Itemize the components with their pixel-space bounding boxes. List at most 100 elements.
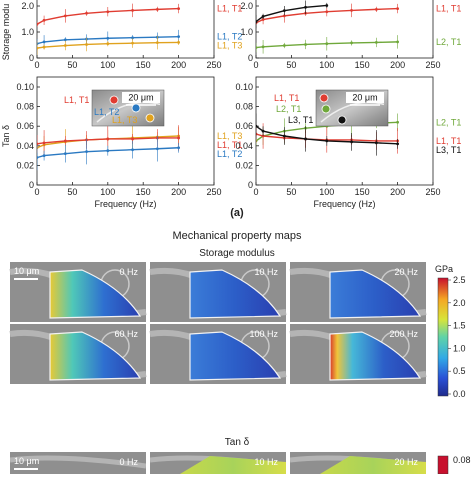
data-point bbox=[261, 18, 265, 21]
data-point bbox=[106, 36, 110, 40]
data-point bbox=[396, 7, 399, 10]
series-l1-t3 bbox=[37, 35, 181, 55]
data-point bbox=[131, 41, 134, 45]
y-tick-label: 0.02 bbox=[235, 160, 253, 170]
map-outline bbox=[49, 331, 142, 381]
data-point bbox=[37, 146, 39, 150]
inset-marker-label: L1, T1 bbox=[274, 93, 299, 103]
data-point bbox=[256, 124, 258, 128]
frequency-label: 20 Hz bbox=[394, 457, 418, 467]
data-point bbox=[350, 41, 353, 45]
x-tick-label: 150 bbox=[355, 60, 370, 70]
data-point bbox=[325, 139, 329, 143]
scale-bar-label: 20 μm bbox=[128, 93, 153, 103]
data-point bbox=[37, 46, 39, 50]
data-point bbox=[37, 142, 39, 146]
data-point bbox=[85, 43, 88, 46]
y-tick-label: 2.0 bbox=[21, 1, 34, 11]
colorbar-tick-label: 1.0 bbox=[453, 343, 466, 353]
inset-marker-label: L1, T3 bbox=[112, 115, 137, 125]
map-outline bbox=[189, 269, 282, 319]
y-tick-label: 0.02 bbox=[16, 160, 34, 170]
data-point bbox=[131, 9, 134, 12]
x-tick-label: 250 bbox=[425, 60, 440, 70]
y-axis-label: Storage modu bbox=[1, 4, 11, 61]
chart-3: 0 50 100 150 200 250 0 0.02 0.04 0.06 0.08 0.10 Tan … bbox=[1, 76, 242, 209]
scale-bar-label: 10 μm bbox=[14, 266, 39, 276]
data-point bbox=[396, 142, 399, 146]
data-point bbox=[131, 137, 134, 141]
x-tick-label: 0 bbox=[34, 187, 39, 197]
map-outline bbox=[49, 269, 142, 319]
inset-marker-label: L1, T2 bbox=[94, 107, 119, 117]
series-label: L2, T1 bbox=[436, 117, 461, 127]
y-tick-label: 0.04 bbox=[235, 141, 253, 151]
series-label: L1, T1 bbox=[217, 4, 242, 14]
data-point bbox=[155, 41, 159, 45]
inset-marker bbox=[145, 113, 155, 123]
y-tick-label: 2.0 bbox=[240, 1, 253, 11]
series-label: L2, T1 bbox=[436, 37, 461, 47]
map-region bbox=[190, 270, 280, 318]
x-tick-label: 0 bbox=[253, 187, 258, 197]
data-point bbox=[177, 35, 181, 39]
scale-bar-label: 20 μm bbox=[352, 93, 377, 103]
map-storage-3: 20 Hz bbox=[289, 262, 427, 322]
data-point bbox=[63, 139, 67, 143]
series-l1-t1 bbox=[37, 3, 181, 27]
data-point bbox=[63, 14, 67, 18]
data-point bbox=[325, 42, 329, 46]
series-label: L3, T1 bbox=[436, 145, 461, 155]
map-storage-2: 10 Hz bbox=[149, 262, 287, 322]
inset-marker-label: L2, T1 bbox=[276, 104, 301, 114]
line-charts: 0 50 100 150 200 250 0 1.0 2.0 Storage modu L1, T1… bbox=[1, 0, 461, 209]
data-point bbox=[131, 148, 134, 152]
inset-marker-label: L3, T1 bbox=[288, 115, 313, 125]
inset-marker bbox=[321, 104, 331, 114]
data-point bbox=[42, 18, 46, 22]
series-line bbox=[256, 7, 398, 24]
frequency-label: 10 Hz bbox=[254, 267, 278, 277]
data-point bbox=[131, 36, 134, 40]
x-axis-label: Frequency (Hz) bbox=[313, 199, 375, 209]
series-line bbox=[256, 125, 398, 145]
data-point bbox=[256, 46, 258, 49]
x-tick-label: 200 bbox=[390, 187, 405, 197]
data-point bbox=[374, 41, 378, 44]
x-tick-label: 250 bbox=[425, 187, 440, 197]
x-tick-label: 50 bbox=[67, 187, 77, 197]
y-tick-label: 0 bbox=[29, 180, 34, 190]
sem-texture bbox=[10, 455, 146, 469]
data-point bbox=[106, 42, 110, 46]
data-point bbox=[177, 146, 181, 150]
scale-bar-bg bbox=[346, 92, 384, 103]
series-label: L1, T2 bbox=[217, 32, 242, 42]
colorbar-tick-label: 0.08 bbox=[453, 455, 471, 465]
data-point bbox=[106, 149, 110, 153]
y-tick-label: 0.06 bbox=[235, 121, 253, 131]
data-point bbox=[325, 10, 329, 14]
map-tan-1: 0 Hz 10 μm bbox=[10, 452, 146, 474]
frequency-label: 60 Hz bbox=[114, 329, 138, 339]
series-line bbox=[256, 41, 398, 49]
y-tick-label: 0.10 bbox=[235, 82, 253, 92]
y-tick-label: 0 bbox=[248, 180, 253, 190]
data-point bbox=[37, 42, 39, 46]
data-point bbox=[261, 45, 265, 49]
y-axis-label: Tan δ bbox=[1, 125, 11, 147]
map-region bbox=[330, 332, 420, 380]
x-tick-label: 50 bbox=[286, 187, 296, 197]
data-point bbox=[63, 38, 67, 42]
data-point bbox=[42, 141, 46, 145]
data-point bbox=[256, 132, 258, 136]
data-point bbox=[42, 45, 46, 49]
property-maps: 0 Hz 10 μm 10 Hz 20 Hz 60 Hz 100 Hz 200 Hz 0 Hz… bbox=[9, 262, 471, 475]
y-tick-label: 0.10 bbox=[16, 82, 34, 92]
series-l1-t2 bbox=[37, 136, 181, 171]
data-point bbox=[42, 154, 46, 158]
series-line bbox=[37, 137, 179, 145]
data-point bbox=[304, 43, 307, 46]
series-label: L1, T2 bbox=[217, 149, 242, 159]
